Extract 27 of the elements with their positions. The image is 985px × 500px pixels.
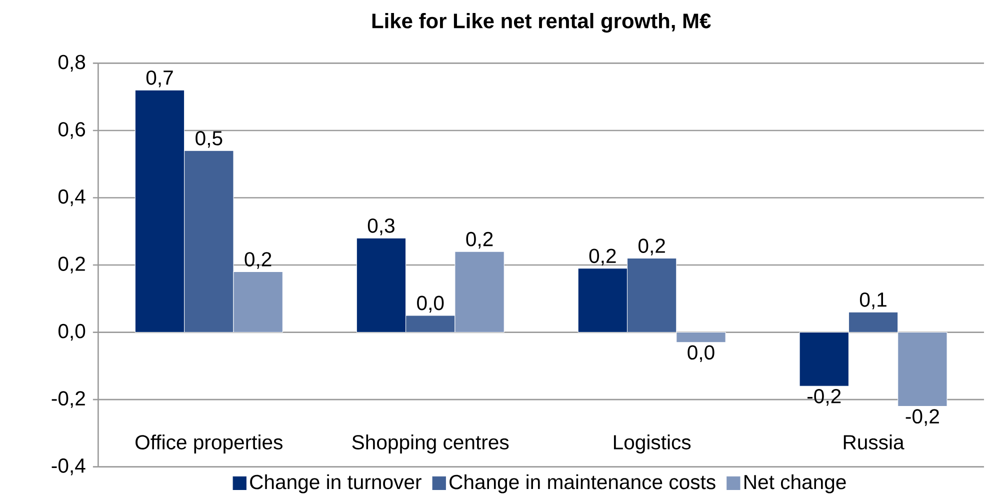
y-tick-label: 0,8 xyxy=(58,54,86,72)
legend-label: Net change xyxy=(744,474,846,494)
x-tick-label: Office properties xyxy=(136,434,282,454)
y-tick-label: 0,2 xyxy=(58,256,85,274)
x-tick-label: Shopping centres xyxy=(352,434,509,454)
data-label: 0,5 xyxy=(196,130,222,148)
y-tick-label: 0,6 xyxy=(58,122,86,139)
chart-title: Like for Like net rental growth, M€ xyxy=(372,12,711,32)
data-label: 0,1 xyxy=(860,292,886,310)
data-label: -0,2 xyxy=(808,388,841,406)
data-label: 0,2 xyxy=(466,232,493,249)
data-label: 0,0 xyxy=(688,345,714,362)
data-label: 0,3 xyxy=(368,218,394,236)
y-tick-label: -0,2 xyxy=(52,391,85,408)
data-label: 0,2 xyxy=(638,238,665,256)
y-tick-label: 0,0 xyxy=(58,324,86,341)
data-label: -0,2 xyxy=(906,409,939,426)
data-label: 0,2 xyxy=(244,252,272,269)
data-label: 0,7 xyxy=(146,70,173,88)
y-tick-label: -0,4 xyxy=(52,458,86,476)
data-label: 0,0 xyxy=(417,296,444,312)
legend-label: Change in maintenance costs xyxy=(450,474,716,494)
data-label: 0,2 xyxy=(589,248,616,266)
y-tick-label: 0,4 xyxy=(58,189,86,206)
x-tick-label: Russia xyxy=(844,434,904,450)
legend-label: Change in turnover xyxy=(250,474,422,494)
x-tick-label: Logistics xyxy=(614,434,691,454)
